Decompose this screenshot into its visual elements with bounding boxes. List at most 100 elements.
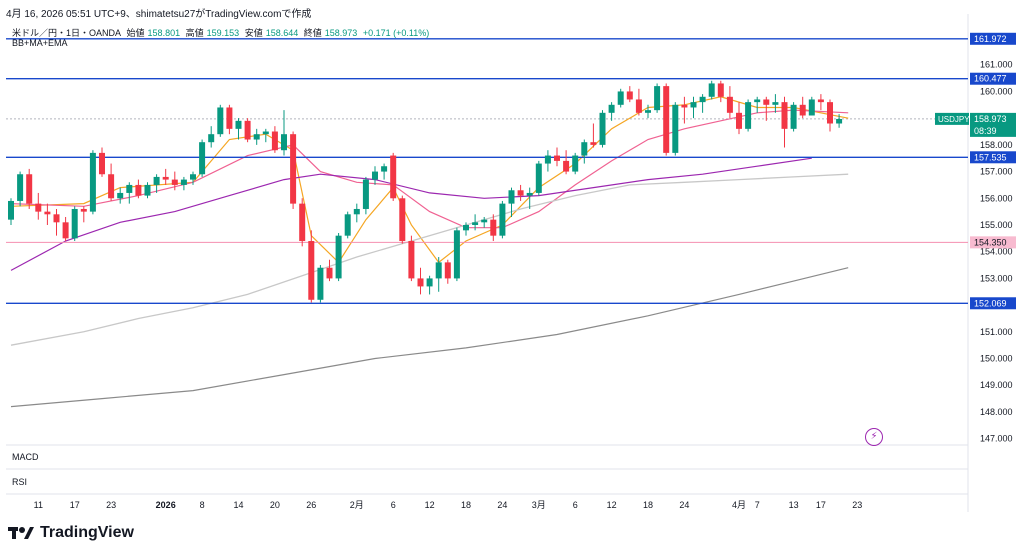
candle-body — [244, 120, 251, 140]
x-tick-label: 23 — [852, 500, 862, 510]
candle-body — [171, 179, 178, 185]
y-tick-label: 147.000 — [980, 434, 1013, 444]
line-ma_mid — [10, 157, 812, 271]
open-label: 始値 — [126, 28, 145, 38]
y-tick-label: 154.000 — [980, 247, 1013, 257]
candle-body — [681, 104, 688, 108]
x-tick-label: 12 — [607, 500, 617, 510]
candle-body — [117, 192, 124, 199]
candle-body — [745, 102, 752, 129]
y-tick-label: 150.000 — [980, 354, 1013, 364]
candle-body — [563, 160, 570, 172]
x-tick-label: 17 — [816, 500, 826, 510]
level-price-tag — [970, 72, 1016, 85]
candle-body — [554, 155, 560, 161]
y-tick-label: 148.000 — [980, 407, 1013, 417]
y-tick-label: 153.000 — [980, 273, 1013, 283]
y-tick-label: 160.000 — [980, 86, 1013, 96]
indicators-legend[interactable]: BB+MA+EMA — [12, 38, 68, 48]
countdown-label: 08:39 — [974, 126, 997, 136]
level-price-label: 152.069 — [974, 298, 1007, 308]
x-tick-label: 13 — [789, 500, 799, 510]
candle-body — [99, 152, 105, 175]
candle-body — [408, 241, 415, 279]
candle-body — [426, 278, 433, 287]
candle-body — [581, 142, 588, 156]
candle-body — [781, 102, 788, 129]
candle-body — [353, 208, 360, 215]
x-tick-label: 6 — [573, 500, 578, 510]
candle-body — [790, 104, 797, 129]
candle-body — [836, 118, 843, 124]
candle-body — [617, 91, 624, 105]
candle-body — [281, 134, 287, 151]
candle-body — [599, 112, 606, 145]
symbol-title[interactable]: 米ドル／円・1日・OANDA — [12, 28, 122, 38]
x-tick-label: 26 — [306, 500, 316, 510]
candle-body — [126, 184, 133, 193]
candle-body — [208, 134, 215, 143]
line-ema_fast — [10, 96, 849, 264]
tradingview-logo: TradingView — [8, 524, 134, 542]
chart-caption: 4月 16, 2026 05:51 UTC+9、shimatetsu27がTra… — [6, 9, 312, 20]
candle-body — [626, 91, 633, 100]
high-label: 高値 — [185, 28, 204, 38]
candle-body — [763, 99, 770, 105]
candle-body — [645, 110, 651, 113]
rsi-pane-label[interactable]: RSI — [12, 477, 28, 487]
brand-name: TradingView — [40, 524, 134, 541]
line-ma_200 — [10, 267, 849, 408]
candle-body — [89, 152, 96, 212]
candle-body — [590, 142, 597, 145]
candle-body — [663, 86, 670, 153]
candle-body — [399, 198, 406, 242]
x-tick-label: 24 — [679, 500, 689, 510]
candle-body — [26, 174, 33, 204]
level-price-tag — [970, 236, 1016, 249]
x-tick-label: 12 — [425, 500, 435, 510]
candle-body — [362, 179, 369, 209]
candle-body — [544, 155, 551, 164]
candle-body — [35, 203, 42, 212]
candle-body — [635, 99, 642, 113]
close-value: 158.973 — [324, 28, 358, 38]
candle-body — [772, 102, 779, 105]
candle-body — [390, 155, 397, 199]
candle-body — [44, 211, 51, 215]
candle-body — [481, 219, 488, 223]
candle-body — [17, 174, 24, 201]
y-tick-label: 156.000 — [980, 193, 1013, 203]
candle-body — [517, 190, 524, 196]
symbol-tag — [935, 112, 969, 125]
macd-pane-label[interactable]: MACD — [12, 452, 39, 462]
symbol-bar: 米ドル／円・1日・OANDA 始値 158.801 高値 159.153 安値 158… — [12, 26, 432, 39]
y-tick-label: 161.000 — [980, 60, 1013, 70]
lightning-icon[interactable]: ⚡ — [865, 428, 883, 446]
level-price-tag — [970, 32, 1016, 45]
candle-body — [271, 131, 278, 151]
x-tick-label: 20 — [270, 500, 280, 510]
candle-body — [799, 104, 806, 116]
low-value: 158.644 — [265, 28, 299, 38]
candle-body — [381, 166, 388, 172]
candle-body — [453, 230, 460, 279]
candle-body — [654, 86, 661, 111]
close-label: 終値 — [303, 28, 322, 38]
candle-body — [199, 142, 206, 175]
candle-body — [299, 203, 306, 242]
low-label: 安値 — [244, 28, 263, 38]
candle-body — [717, 83, 724, 97]
x-tick-label: 24 — [497, 500, 507, 510]
candle-body — [499, 203, 506, 236]
last-price-label: 158.973 — [974, 114, 1007, 124]
x-tick-label: 18 — [461, 500, 471, 510]
candle-body — [463, 224, 469, 231]
candle-body — [80, 208, 87, 212]
candle-body — [690, 102, 697, 108]
candle-body — [754, 99, 761, 103]
candle-body — [326, 267, 333, 279]
y-tick-label: 155.000 — [980, 220, 1013, 230]
x-tick-label: 6 — [391, 500, 396, 510]
x-tick-label: 7 — [755, 500, 760, 510]
